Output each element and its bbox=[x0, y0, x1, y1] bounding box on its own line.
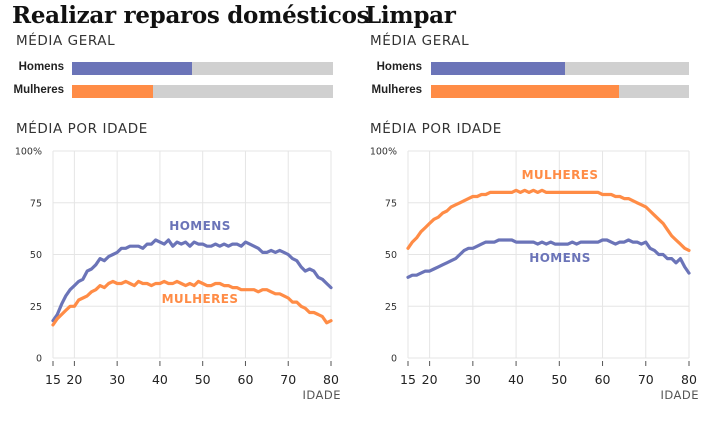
y-tick-label: 100% bbox=[15, 147, 42, 158]
bar-track-homens bbox=[72, 62, 333, 75]
series-line-mulheres bbox=[406, 188, 691, 253]
bar-track-mulheres bbox=[72, 85, 333, 98]
x-tick-label: 40 bbox=[152, 372, 168, 387]
bar-label-homens: Homens bbox=[376, 61, 422, 73]
bar-track-mulheres bbox=[431, 85, 689, 98]
overall-label: MÉDIA GERAL bbox=[370, 33, 470, 49]
y-tick-label: 50 bbox=[30, 250, 42, 261]
y-tick-label: 100% bbox=[370, 147, 397, 158]
x-axis-title: IDADE bbox=[302, 388, 341, 402]
by-age-label: MÉDIA POR IDADE bbox=[16, 121, 148, 137]
chart-title: Realizar reparos domésticos bbox=[12, 2, 370, 29]
bar-label-homens: Homens bbox=[18, 61, 64, 73]
bar-fill-mulheres bbox=[431, 85, 620, 98]
series-label-mulheres: MULHERES bbox=[522, 168, 599, 182]
x-tick-label: 20 bbox=[422, 372, 438, 387]
x-tick-label: 70 bbox=[280, 372, 296, 387]
series-label-homens: HOMENS bbox=[169, 219, 230, 233]
series-line-homens bbox=[406, 238, 691, 279]
bar-fill-homens bbox=[431, 62, 566, 75]
bar-label-mulheres: Mulheres bbox=[371, 84, 423, 96]
x-tick-label: 80 bbox=[681, 372, 697, 387]
x-tick-label: 30 bbox=[109, 372, 125, 387]
x-tick-label: 20 bbox=[66, 372, 82, 387]
bar-label-mulheres: Mulheres bbox=[13, 84, 65, 96]
y-tick-label: 25 bbox=[30, 302, 42, 313]
y-tick-label: 75 bbox=[385, 198, 397, 209]
y-tick-label: 50 bbox=[385, 250, 397, 261]
x-tick-label: 80 bbox=[323, 372, 339, 387]
x-tick-label: 70 bbox=[638, 372, 654, 387]
series-line-homens bbox=[51, 238, 333, 323]
series-line-mulheres bbox=[51, 279, 333, 327]
by-age-label: MÉDIA POR IDADE bbox=[370, 121, 502, 137]
chart-panel-limpar: Limpar MÉDIA GERAL Homens Mulheres MÉDIA… bbox=[355, 0, 718, 436]
y-tick-label: 25 bbox=[385, 302, 397, 313]
bar-track-homens bbox=[431, 62, 689, 75]
x-tick-label: 50 bbox=[551, 372, 567, 387]
overall-label: MÉDIA GERAL bbox=[16, 33, 116, 49]
bar-fill-homens bbox=[72, 62, 193, 75]
x-tick-label: 30 bbox=[465, 372, 481, 387]
x-tick-label: 60 bbox=[238, 372, 254, 387]
x-tick-label: 15 bbox=[400, 372, 416, 387]
series-label-homens: HOMENS bbox=[529, 251, 590, 265]
chart-title: Limpar bbox=[365, 2, 456, 29]
x-tick-label: 50 bbox=[195, 372, 211, 387]
chart-panel-reparos: Realizar reparos domésticos MÉDIA GERAL … bbox=[12, 2, 370, 403]
x-tick-label: 15 bbox=[45, 372, 61, 387]
y-tick-label: 0 bbox=[391, 354, 397, 365]
y-tick-label: 0 bbox=[36, 354, 42, 365]
bar-fill-mulheres bbox=[72, 85, 153, 98]
x-tick-label: 40 bbox=[508, 372, 524, 387]
series-label-mulheres: MULHERES bbox=[162, 292, 239, 306]
x-axis-title: IDADE bbox=[660, 388, 699, 402]
y-tick-label: 75 bbox=[30, 198, 42, 209]
x-tick-label: 60 bbox=[595, 372, 611, 387]
